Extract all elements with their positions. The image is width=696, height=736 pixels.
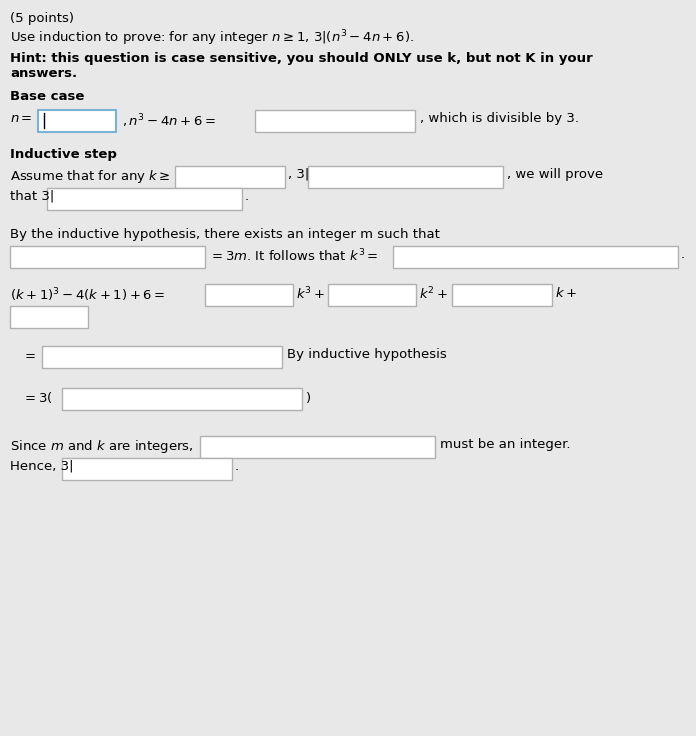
- Text: $= 3m$. It follows that $k^3 = $: $= 3m$. It follows that $k^3 = $: [209, 248, 379, 265]
- Text: , 3|: , 3|: [288, 168, 309, 181]
- Text: $n = $: $n = $: [10, 112, 33, 125]
- Text: $(k + 1)^3 - 4(k + 1) + 6 = $: $(k + 1)^3 - 4(k + 1) + 6 = $: [10, 286, 166, 304]
- Text: .: .: [245, 190, 249, 203]
- Bar: [308, 166, 503, 188]
- Text: that 3|: that 3|: [10, 190, 54, 203]
- Text: (5 points): (5 points): [10, 12, 74, 25]
- Bar: [47, 188, 242, 210]
- Text: $k^2+$: $k^2+$: [419, 286, 448, 302]
- Bar: [205, 284, 293, 306]
- Text: $, n^3 - 4n + 6 = $: $, n^3 - 4n + 6 = $: [122, 112, 216, 130]
- Text: .: .: [235, 460, 239, 473]
- Bar: [393, 246, 678, 268]
- Bar: [328, 284, 416, 306]
- Text: By the inductive hypothesis, there exists an integer m such that: By the inductive hypothesis, there exist…: [10, 228, 440, 241]
- Bar: [200, 436, 435, 458]
- Bar: [10, 246, 205, 268]
- Text: .: .: [681, 248, 685, 261]
- Text: Hint: this question is case sensitive, you should ONLY use k, but not K in your: Hint: this question is case sensitive, y…: [10, 52, 593, 65]
- Text: Hence, 3|: Hence, 3|: [10, 460, 74, 473]
- Text: $k^3+$: $k^3+$: [296, 286, 325, 302]
- Text: $= $: $= $: [22, 348, 36, 361]
- Text: Base case: Base case: [10, 90, 84, 103]
- Bar: [255, 110, 415, 132]
- Text: Use induction to prove: for any integer $n \geq 1$, $3|(n^3 - 4n + 6)$.: Use induction to prove: for any integer …: [10, 28, 414, 48]
- Text: , which is divisible by 3.: , which is divisible by 3.: [420, 112, 579, 125]
- Text: answers.: answers.: [10, 67, 77, 80]
- Text: Inductive step: Inductive step: [10, 148, 117, 161]
- Text: Assume that for any $k \geq $: Assume that for any $k \geq $: [10, 168, 171, 185]
- Bar: [175, 166, 285, 188]
- Text: Since $m$ and $k$ are integers,: Since $m$ and $k$ are integers,: [10, 438, 193, 455]
- Bar: [62, 388, 302, 410]
- Bar: [42, 346, 282, 368]
- Text: , we will prove: , we will prove: [507, 168, 603, 181]
- Bar: [10, 306, 88, 328]
- Bar: [452, 284, 552, 306]
- Text: $= 3($: $= 3($: [22, 390, 53, 405]
- Text: $k+$: $k+$: [555, 286, 577, 300]
- Text: must be an integer.: must be an integer.: [440, 438, 571, 451]
- Text: $)$: $)$: [305, 390, 311, 405]
- Bar: [62, 458, 232, 480]
- Bar: [38, 110, 116, 132]
- Text: By inductive hypothesis: By inductive hypothesis: [287, 348, 447, 361]
